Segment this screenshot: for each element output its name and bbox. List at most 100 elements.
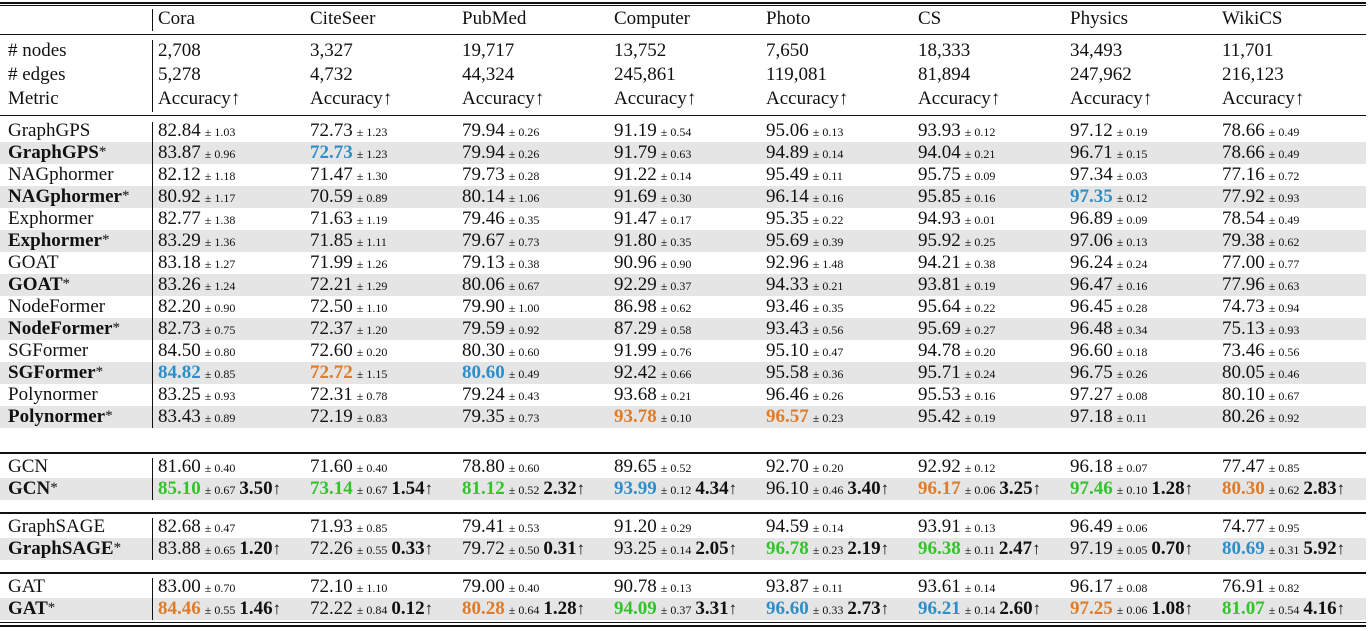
- score-value: 95.85: [918, 186, 961, 207]
- gain-value: 0.33↑: [391, 538, 433, 559]
- up-arrow-icon: ↑: [728, 479, 738, 498]
- column-header-wikics: WikiCS: [1222, 8, 1283, 29]
- score-value: 79.59: [462, 318, 505, 339]
- stats-value: 44,324: [462, 64, 515, 85]
- score-cell: 92.96 ± 1.48: [766, 252, 843, 274]
- score-std: ± 0.47: [204, 521, 236, 535]
- score-cell: 78.66 ± 0.49: [1222, 120, 1299, 142]
- score-value: 71.99: [310, 252, 353, 273]
- score-cell: 80.14 ± 1.06: [462, 186, 539, 208]
- up-arrow-icon: ↑: [1336, 599, 1346, 618]
- score-std: ± 1.23: [356, 147, 388, 161]
- score-cell: 72.22 ± 0.84 0.12↑: [310, 598, 433, 620]
- score-value: 72.10: [310, 576, 353, 597]
- table-row: SGFormer 84.50 ± 0.80 72.60 ± 0.20 80.30 ± 0.6…: [0, 340, 1366, 362]
- gain-number: 1.46: [239, 598, 273, 619]
- score-std: ± 0.21: [812, 279, 844, 293]
- gain-number: 1.28: [1151, 478, 1185, 499]
- score-std: ± 0.82: [1268, 581, 1300, 595]
- up-arrow-icon: ↑: [576, 539, 586, 558]
- model-name-text: NodeFormer: [8, 318, 113, 339]
- score-std: ± 1.27: [204, 257, 236, 271]
- score-value: 95.92: [918, 230, 961, 251]
- score-std: ± 0.95: [1268, 521, 1300, 535]
- score-cell: 84.50 ± 0.80: [158, 340, 235, 362]
- score-std: ± 0.76: [660, 345, 692, 359]
- score-cell: 79.94 ± 0.26: [462, 120, 539, 142]
- score-cell: 92.92 ± 0.12: [918, 456, 995, 478]
- score-value: 94.04: [918, 142, 961, 163]
- score-cell: 80.28 ± 0.64 1.28↑: [462, 598, 585, 620]
- score-value: 97.18: [1070, 406, 1113, 427]
- stats-value: 3,327: [310, 40, 353, 61]
- score-cell: 92.42 ± 0.66: [614, 362, 691, 384]
- gain-number: 3.31: [695, 598, 729, 619]
- score-value: 72.60: [310, 340, 353, 361]
- score-value: 74.77: [1222, 516, 1265, 537]
- score-cell: 77.96 ± 0.63: [1222, 274, 1299, 296]
- score-value: 72.73: [310, 142, 353, 163]
- table-row: NAGphormer* 80.92 ± 1.17 70.59 ± 0.89 80.14 ± …: [0, 186, 1366, 208]
- score-value: 71.85: [310, 230, 353, 251]
- gain-number: 5.92: [1303, 538, 1337, 559]
- model-name-text: Polynormer: [8, 384, 98, 405]
- score-value: 73.46: [1222, 340, 1265, 361]
- gain-number: 1.08: [1151, 598, 1185, 619]
- score-std: ± 0.62: [1268, 235, 1300, 249]
- score-value: 96.17: [918, 478, 961, 499]
- score-std: ± 0.93: [1268, 323, 1300, 337]
- score-cell: 95.53 ± 0.16: [918, 384, 995, 406]
- model-name-text: Exphormer: [8, 230, 102, 251]
- score-cell: 72.31 ± 0.78: [310, 384, 387, 406]
- score-value: 95.10: [766, 340, 809, 361]
- stats-value: Accuracy↑: [462, 88, 545, 109]
- score-value: 78.66: [1222, 142, 1265, 163]
- score-cell: 89.65 ± 0.52: [614, 456, 691, 478]
- score-std: ± 1.23: [356, 125, 388, 139]
- model-name-text: SGFormer: [8, 362, 96, 383]
- score-std: ± 0.12: [964, 125, 996, 139]
- score-cell: 96.71 ± 0.15: [1070, 142, 1147, 164]
- stats-value: 2,708: [158, 40, 201, 61]
- score-std: ± 0.21: [660, 389, 692, 403]
- score-value: 91.47: [614, 208, 657, 229]
- score-cell: 95.69 ± 0.39: [766, 230, 843, 252]
- score-value: 93.46: [766, 296, 809, 317]
- score-std: ± 0.39: [812, 235, 844, 249]
- score-std: ± 0.26: [508, 147, 540, 161]
- score-value: 92.70: [766, 456, 809, 477]
- stats-value: Accuracy↑: [1070, 88, 1153, 109]
- score-cell: 95.71 ± 0.24: [918, 362, 995, 384]
- up-arrow-icon: ↑: [728, 539, 738, 558]
- score-value: 78.66: [1222, 120, 1265, 141]
- gain-value: 3.25↑: [999, 478, 1041, 499]
- score-value: 93.78: [614, 406, 657, 427]
- group-separator: [152, 458, 153, 500]
- up-arrow-icon: ↑: [1032, 599, 1042, 618]
- score-value: 80.10: [1222, 384, 1265, 405]
- gain-value: 2.60↑: [999, 598, 1041, 619]
- score-value: 82.84: [158, 120, 201, 141]
- score-value: 94.21: [918, 252, 961, 273]
- score-std: ± 0.28: [508, 169, 540, 183]
- score-cell: 96.10 ± 0.46 3.40↑: [766, 478, 889, 500]
- score-value: 84.50: [158, 340, 201, 361]
- score-value: 91.22: [614, 164, 657, 185]
- up-arrow-icon: ↑: [1032, 479, 1042, 498]
- stats-label: # edges: [8, 64, 66, 85]
- score-value: 91.80: [614, 230, 657, 251]
- score-std: ± 1.48: [812, 257, 844, 271]
- score-std: ± 0.65: [204, 543, 236, 557]
- table-row: GAT 83.00 ± 0.70 72.10 ± 1.10 79.00 ± 0.40 90.7…: [0, 576, 1366, 598]
- score-std: ± 0.16: [964, 191, 996, 205]
- gain-number: 4.34: [695, 478, 729, 499]
- score-value: 95.49: [766, 164, 809, 185]
- score-std: ± 0.75: [204, 323, 236, 337]
- gain-value: 1.08↑: [1151, 598, 1193, 619]
- gain-value: 5.92↑: [1303, 538, 1345, 559]
- score-value: 80.28: [462, 598, 505, 619]
- score-cell: 91.47 ± 0.17: [614, 208, 691, 230]
- score-cell: 72.19 ± 0.83: [310, 406, 387, 428]
- score-value: 92.92: [918, 456, 961, 477]
- score-std: ± 0.67: [204, 483, 236, 497]
